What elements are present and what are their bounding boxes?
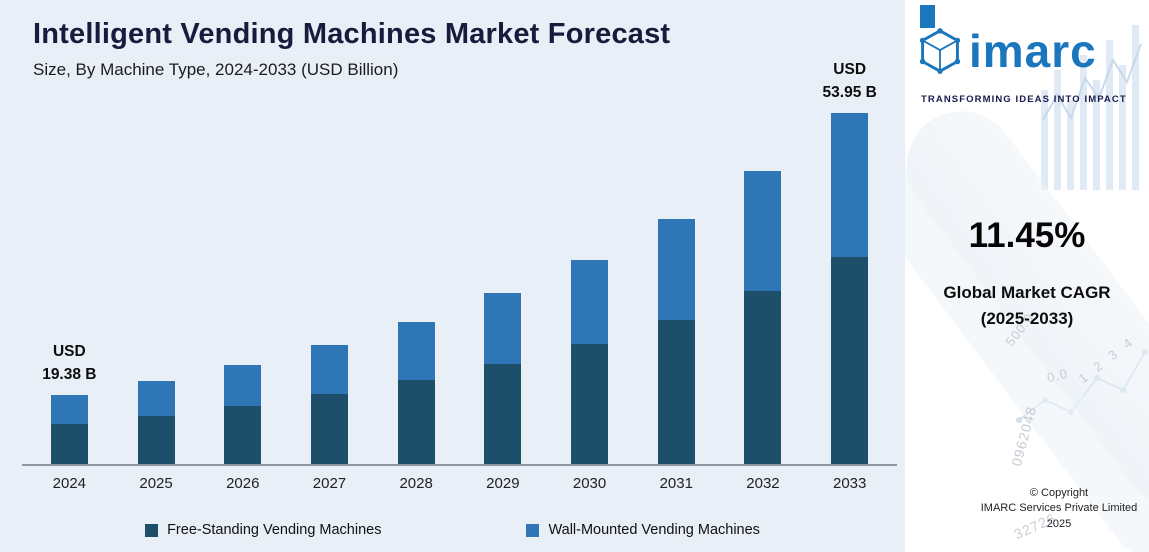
bar-segment-wall-mounted-2024: [50, 395, 88, 424]
cagr-label-line2: (2025-2033): [980, 309, 1074, 329]
x-tick-2033: 2033: [832, 475, 867, 492]
bar-stack-2025: [137, 381, 175, 465]
bar-segment-free-standing-2030: [571, 343, 609, 465]
chart-subtitle: Size, By Machine Type, 2024-2033 (USD Bi…: [33, 60, 399, 79]
bar-stack-2029: [484, 293, 522, 465]
bar-column-2030: 2030: [546, 105, 633, 492]
bar-segment-wall-mounted-2029: [484, 293, 522, 364]
imarc-logo: imarc: [918, 26, 1097, 76]
x-tick-2028: 2028: [399, 475, 433, 492]
x-axis-line: [22, 464, 897, 466]
bar-segment-wall-mounted-2027: [310, 345, 348, 395]
bar-segment-wall-mounted-2033: [831, 113, 869, 258]
bar-column-2029: 2029: [460, 105, 547, 492]
bar-segment-wall-mounted-2025: [137, 381, 175, 416]
bar-segment-free-standing-2025: [137, 415, 175, 465]
bar-column-2033: USD 53.95 B 2033: [806, 61, 893, 492]
bar-segment-free-standing-2029: [484, 363, 522, 465]
bar-column-2031: 2031: [633, 105, 720, 492]
bar-column-2024: USD 19.38 B 2024: [26, 105, 113, 492]
x-tick-2030: 2030: [572, 475, 607, 492]
x-tick-2026: 2026: [226, 475, 260, 492]
bar-stack-2024: [50, 395, 88, 465]
x-tick-2031: 2031: [659, 475, 693, 492]
legend-label: Wall-Mounted Vending Machines: [548, 522, 760, 538]
chart-title: Intelligent Vending Machines Market Fore…: [33, 18, 671, 50]
x-tick-2029: 2029: [486, 475, 520, 492]
copyright-notice: © Copyright IMARC Services Private Limit…: [975, 486, 1143, 532]
value-label-2024: USD 19.38 B: [42, 343, 97, 383]
cagr-label-line1: Global Market CAGR: [943, 283, 1111, 302]
bar-stack-2027: [310, 345, 348, 465]
x-tick-2027: 2027: [312, 475, 347, 492]
bar-chart: USD 19.38 B 2024 2025 2026 2027 2028 2029 2030 20…: [26, 61, 893, 492]
accent-rectangle: [920, 5, 935, 28]
bar-chart-plot: USD 19.38 B 2024 2025 2026 2027 2028 2029 2030 20…: [22, 61, 897, 492]
brand-panel: imarc TRANSFORMING IDEAS INTO IMPACT 11.…: [905, 0, 1149, 552]
bar-segment-wall-mounted-2032: [744, 170, 782, 292]
chart-legend: Free-Standing Vending Machines Wall-Mount…: [0, 522, 905, 538]
legend-item-wall-mounted: Wall-Mounted Vending Machines: [526, 522, 760, 538]
cagr-label: Global Market CAGR (2025-2033): [905, 280, 1149, 333]
bar-stack-2031: [657, 219, 695, 465]
chart-panel: Intelligent Vending Machines Market Fore…: [0, 0, 905, 552]
bar-segment-wall-mounted-2031: [657, 219, 695, 320]
value-label-2033: USD 53.95 B: [822, 61, 877, 101]
bar-segment-free-standing-2033: [831, 257, 869, 465]
bar-stack-2030: [571, 259, 609, 465]
bar-segment-free-standing-2031: [657, 319, 695, 465]
legend-swatch: [526, 523, 540, 537]
x-tick-2024: 2024: [52, 475, 87, 492]
bar-segment-free-standing-2032: [744, 291, 782, 465]
bar-column-2027: 2027: [286, 105, 373, 492]
x-tick-2025: 2025: [139, 475, 173, 492]
bar-segment-free-standing-2028: [397, 380, 435, 465]
imarc-wordmark: imarc: [969, 25, 1097, 77]
copyright-line1: © Copyright: [1029, 486, 1089, 499]
copyright-line2: IMARC Services Private Limited 2025: [980, 502, 1138, 530]
bar-stack-2026: [224, 365, 262, 465]
brand-tagline: TRANSFORMING IDEAS INTO IMPACT: [921, 94, 1127, 105]
bar-segment-wall-mounted-2026: [224, 365, 262, 407]
bar-column-2032: 2032: [720, 105, 807, 492]
legend-swatch: [145, 523, 159, 537]
x-tick-2032: 2032: [746, 475, 780, 492]
bar-segment-free-standing-2027: [310, 394, 348, 465]
bar-stack-2032: [744, 170, 782, 465]
bar-stack-2028: [397, 321, 435, 465]
bar-stack-2033: [831, 113, 869, 465]
decorative-bars: [1041, 25, 1142, 190]
legend-item-free-standing: Free-Standing Vending Machines: [145, 522, 381, 538]
bar-column-2028: 2028: [373, 105, 460, 492]
legend-label: Free-Standing Vending Machines: [167, 522, 382, 538]
bar-segment-wall-mounted-2030: [571, 259, 609, 344]
bar-column-2026: 2026: [199, 105, 286, 492]
bar-column-2025: 2025: [113, 105, 200, 492]
imarc-hexagon-icon: [919, 28, 961, 74]
bar-segment-wall-mounted-2028: [397, 321, 435, 381]
bar-segment-free-standing-2024: [50, 423, 88, 465]
bar-segment-free-standing-2026: [224, 406, 262, 465]
cagr-value: 11.45%: [968, 216, 1086, 255]
